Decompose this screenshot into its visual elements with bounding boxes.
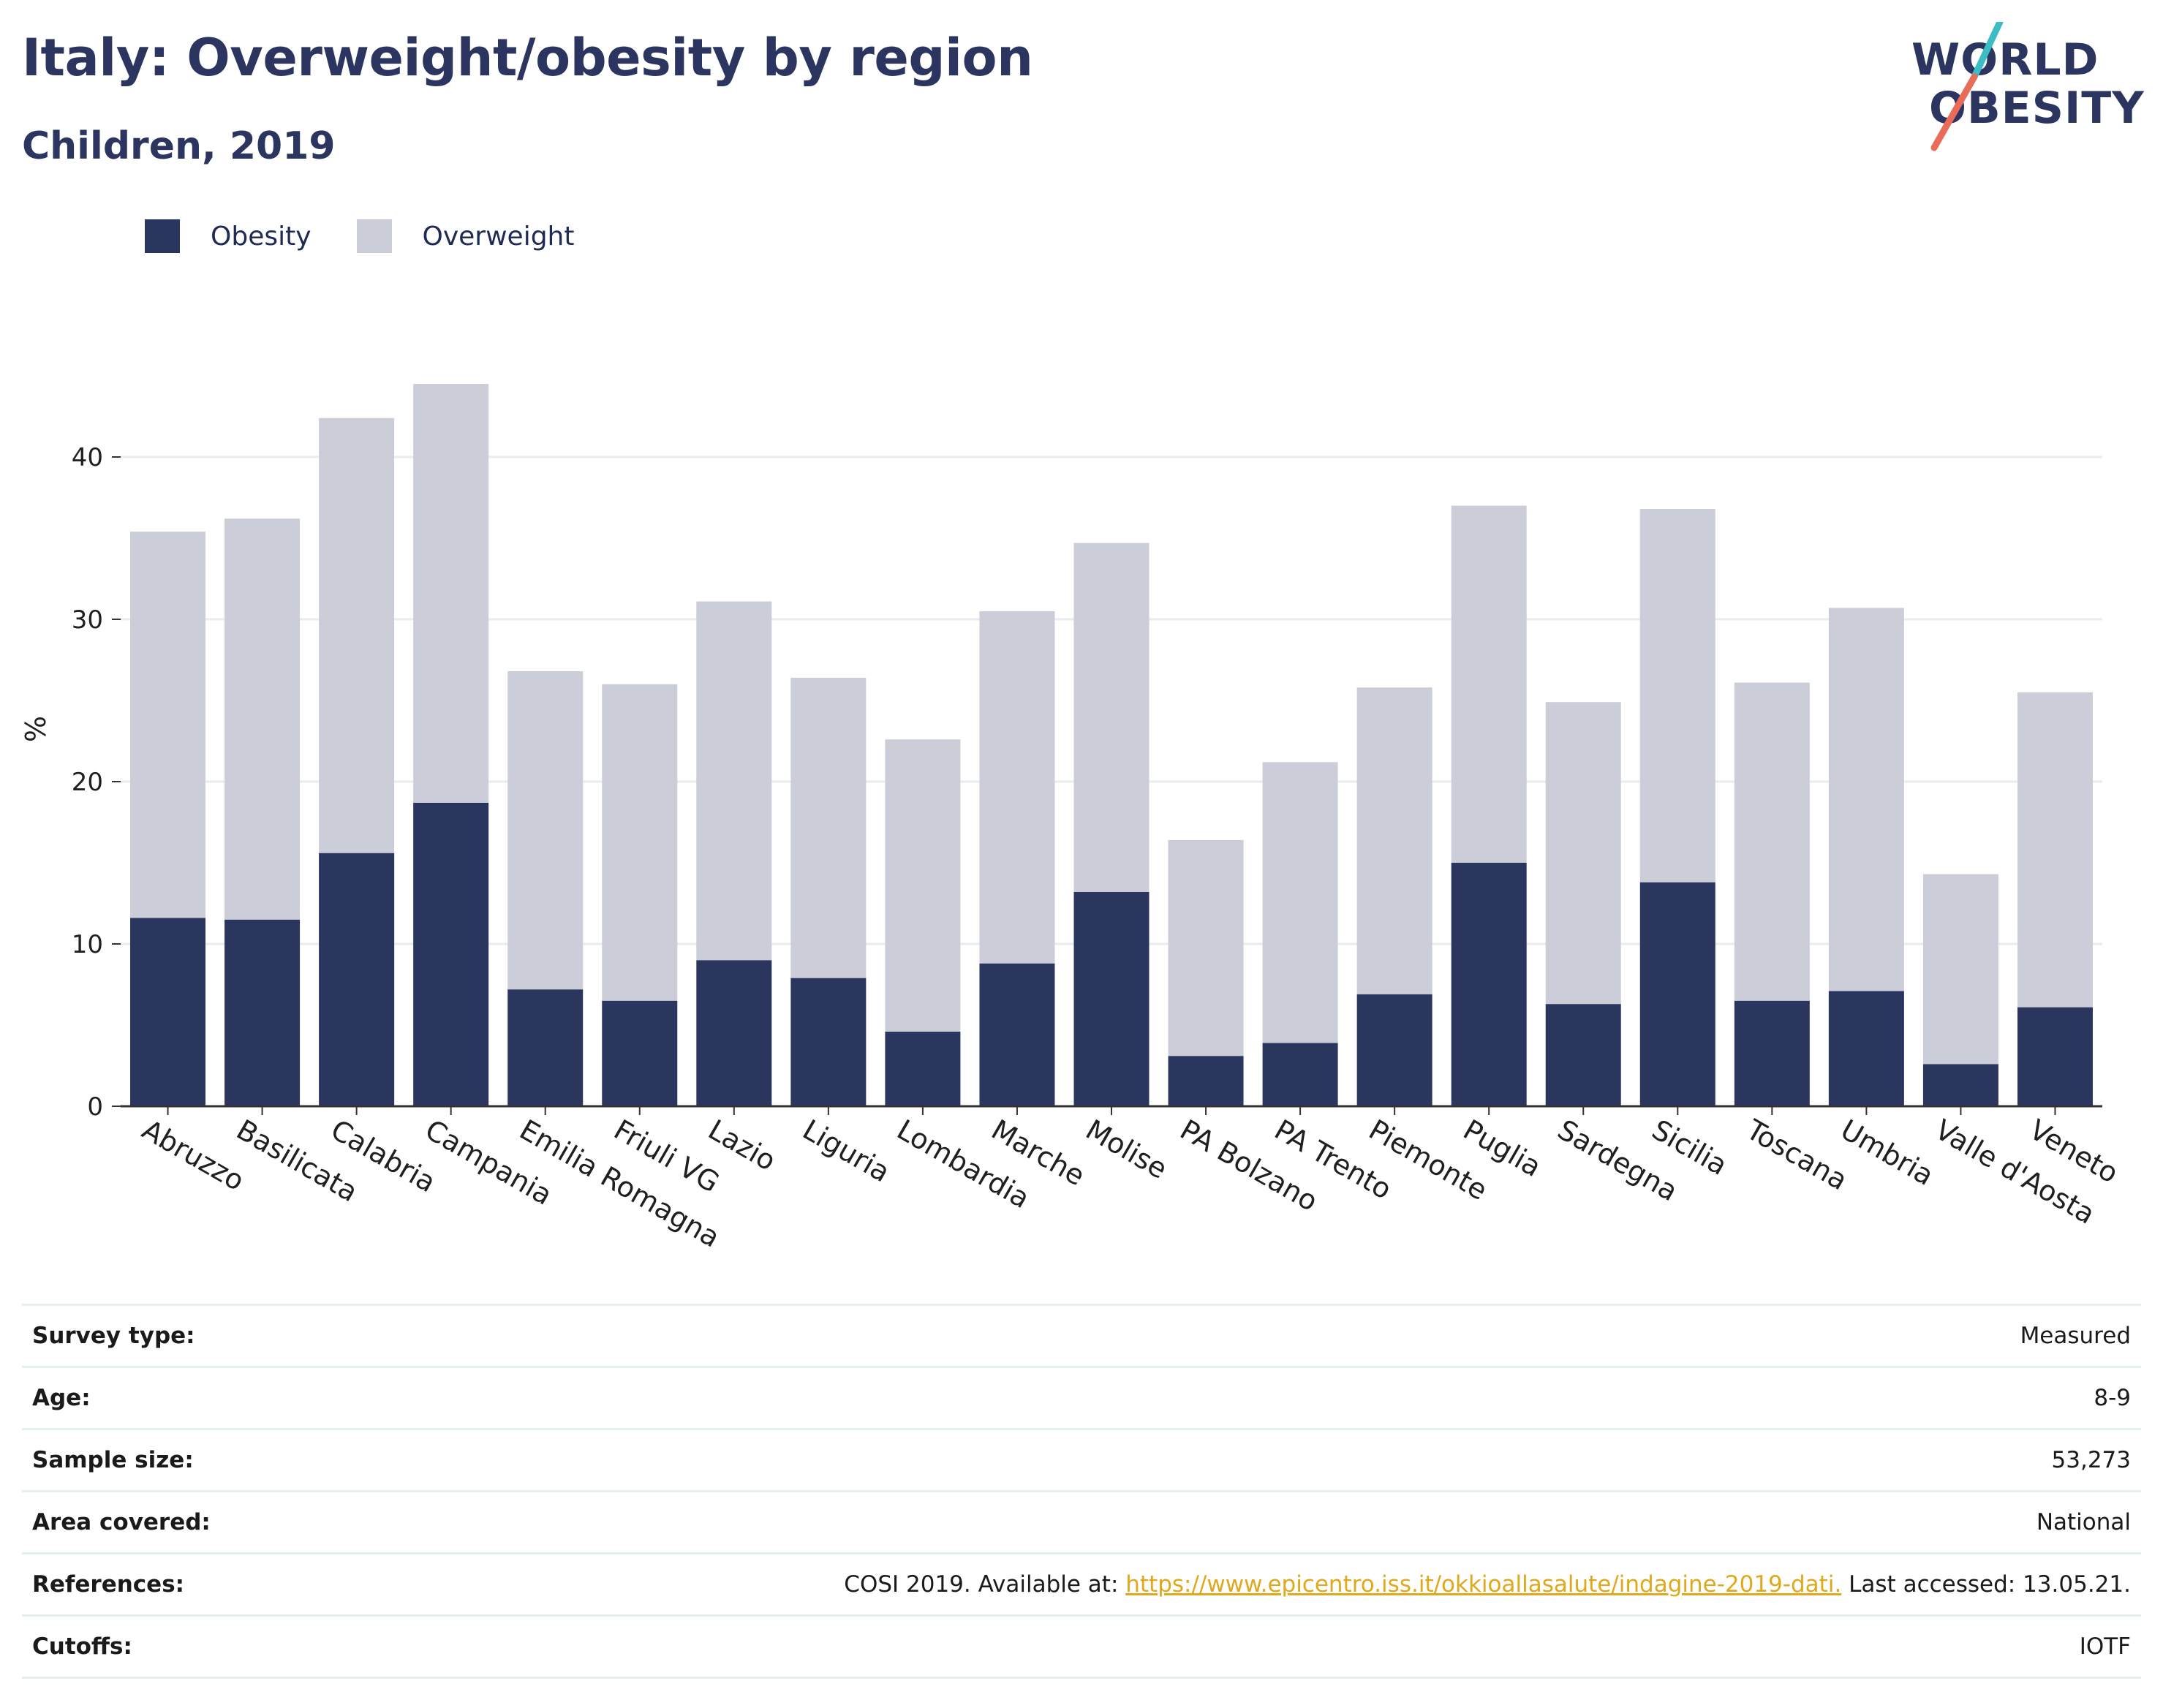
bar-overweight[interactable] — [1356, 687, 1432, 994]
legend-label-obesity: Obesity — [211, 221, 312, 252]
x-axis-ticks: AbruzzoBasilicataCalabriaCampaniaEmilia … — [137, 1106, 2124, 1254]
bar-obesity[interactable] — [1545, 1004, 1621, 1106]
bar-overweight[interactable] — [1734, 682, 1810, 1001]
bar-obesity[interactable] — [413, 802, 489, 1106]
table-row: Area covered: National — [22, 1490, 2141, 1554]
bar-obesity[interactable] — [696, 960, 772, 1106]
survey-type-value: Measured — [301, 1304, 2141, 1367]
age-value: 8-9 — [301, 1366, 2141, 1429]
y-axis-label: % — [20, 716, 52, 742]
sample-size-value: 53,273 — [301, 1428, 2141, 1492]
bar-overweight[interactable] — [696, 601, 772, 961]
legend-item-obesity[interactable]: Obesity — [145, 219, 312, 253]
bar-overweight[interactable] — [1639, 509, 1715, 883]
x-tick-label: Umbria — [1835, 1114, 1939, 1192]
legend-label-overweight: Overweight — [422, 221, 575, 252]
x-tick-label: Molise — [1081, 1114, 1173, 1185]
bar-obesity[interactable] — [507, 989, 584, 1106]
bar-obesity[interactable] — [885, 1031, 961, 1106]
chart-legend: Obesity Overweight — [145, 218, 619, 254]
logo-slash-icon — [1930, 22, 2004, 151]
bar-obesity[interactable] — [790, 978, 867, 1106]
bar-obesity[interactable] — [1168, 1056, 1244, 1106]
references-link[interactable]: https://www.epicentro.iss.it/okkioallasa… — [1125, 1571, 1842, 1598]
bar-overweight[interactable] — [507, 671, 584, 990]
bar-overweight[interactable] — [2017, 692, 2093, 1008]
bar-overweight[interactable] — [1828, 608, 1904, 991]
bar-overweight[interactable] — [885, 739, 961, 1032]
stacked-bar-chart: 0 10 20 30 40 AbruzzoBasilicataCalabriaCampa… — [20, 384, 2124, 1254]
bar-overweight[interactable] — [1262, 762, 1338, 1043]
x-tick-label: Toscana — [1740, 1113, 1853, 1196]
chart-subtitle: Children, 2019 — [22, 124, 336, 168]
bar-obesity[interactable] — [224, 919, 301, 1106]
sample-size-key: Sample size: — [22, 1428, 302, 1492]
table-row: References: COSI 2019. Available at: htt… — [22, 1552, 2141, 1616]
bars — [130, 384, 2093, 1106]
y-tick-label: 10 — [72, 930, 103, 959]
y-tick-label: 40 — [72, 443, 103, 472]
y-tick-label: 20 — [72, 768, 103, 797]
table-row: Age: 8-9 — [22, 1366, 2141, 1429]
world-obesity-logo: WORLD OBESITY — [1909, 22, 2144, 154]
cutoffs-value: IOTF — [301, 1614, 2141, 1679]
survey-info-table: Survey type: Measured Age: 8-9 Sample si… — [22, 1304, 2141, 1679]
chart-title: Italy: Overweight/obesity by region — [22, 28, 1033, 88]
references-key: References: — [22, 1552, 302, 1616]
y-axis-ticks: 0 10 20 30 40 — [72, 443, 121, 1122]
bar-overweight[interactable] — [1451, 505, 1527, 863]
bar-obesity[interactable] — [319, 853, 395, 1106]
x-tick-label: Abruzzo — [137, 1114, 249, 1198]
references-suffix: Last accessed: 13.05.21. — [1841, 1571, 2131, 1598]
x-tick-label: Valle d'Aosta — [1930, 1114, 2100, 1231]
bar-obesity[interactable] — [1639, 882, 1715, 1106]
area-covered-key: Area covered: — [22, 1490, 302, 1554]
table-row: Cutoffs: IOTF — [22, 1614, 2141, 1679]
y-tick-label: 0 — [87, 1092, 103, 1122]
bar-overweight[interactable] — [1073, 543, 1150, 892]
bar-obesity[interactable] — [130, 918, 206, 1106]
bar-overweight[interactable] — [1545, 702, 1621, 1005]
bar-overweight[interactable] — [979, 611, 1055, 964]
area-covered-value: National — [301, 1490, 2141, 1554]
bar-overweight[interactable] — [413, 384, 489, 803]
bar-overweight[interactable] — [790, 677, 867, 978]
references-value: COSI 2019. Available at: https://www.epi… — [301, 1552, 2141, 1616]
bar-obesity[interactable] — [2017, 1007, 2093, 1106]
bar-obesity[interactable] — [979, 963, 1055, 1106]
references-prefix: COSI 2019. Available at: — [844, 1571, 1126, 1598]
y-tick-label: 30 — [72, 605, 103, 635]
bar-obesity[interactable] — [1828, 991, 1904, 1106]
logo-text-world: WORLD — [1911, 34, 2099, 86]
bar-overweight[interactable] — [224, 518, 301, 920]
bar-obesity[interactable] — [1262, 1043, 1338, 1106]
bar-obesity[interactable] — [1073, 891, 1150, 1106]
legend-swatch-overweight — [356, 219, 392, 253]
bar-overweight[interactable] — [319, 417, 395, 853]
bar-overweight[interactable] — [1922, 874, 1998, 1065]
bar-overweight[interactable] — [602, 684, 678, 1001]
bar-obesity[interactable] — [1356, 994, 1432, 1106]
bar-overweight[interactable] — [130, 532, 206, 918]
survey-type-key: Survey type: — [22, 1304, 302, 1367]
cutoffs-key: Cutoffs: — [22, 1614, 302, 1679]
bar-obesity[interactable] — [1451, 863, 1527, 1106]
legend-swatch-obesity — [145, 219, 180, 253]
bar-obesity[interactable] — [1734, 1000, 1810, 1106]
bar-obesity[interactable] — [1922, 1064, 1998, 1106]
bar-obesity[interactable] — [602, 1000, 678, 1106]
legend-item-overweight[interactable]: Overweight — [356, 219, 575, 253]
x-tick-label: Liguria — [797, 1114, 895, 1189]
bar-overweight[interactable] — [1168, 839, 1244, 1057]
table-row: Survey type: Measured — [22, 1304, 2141, 1367]
age-key: Age: — [22, 1366, 302, 1429]
table-row: Sample size: 53,273 — [22, 1428, 2141, 1492]
